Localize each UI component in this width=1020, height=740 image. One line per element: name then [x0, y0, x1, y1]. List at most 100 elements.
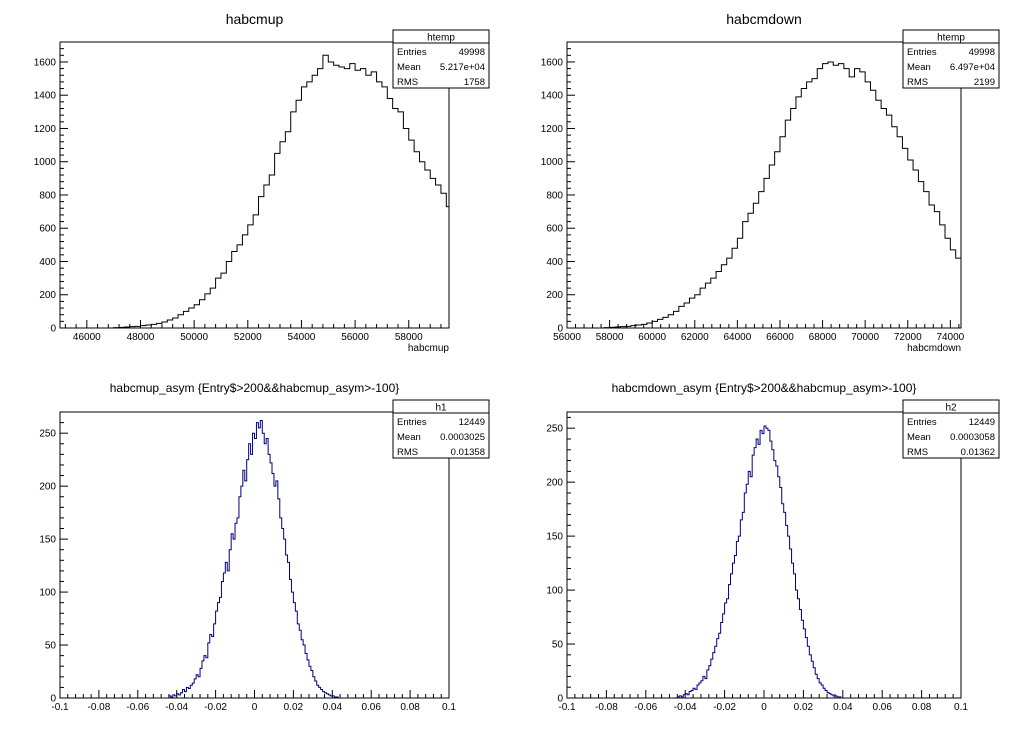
x-tick-label: 0.04	[323, 702, 343, 713]
x-tick-label: 0.02	[794, 702, 814, 713]
x-tick-label: 46000	[73, 332, 101, 343]
y-tick-label: 50	[45, 641, 57, 652]
y-tick-label: 800	[546, 190, 563, 201]
stats-label: Mean	[397, 62, 421, 73]
y-tick-label: 800	[39, 190, 56, 201]
stats-name: h1	[435, 403, 447, 414]
x-tick-label: 0.06	[872, 702, 892, 713]
x-tick-label: 56000	[341, 332, 369, 343]
y-tick-label: 1200	[34, 124, 57, 135]
x-tick-label: 58000	[395, 332, 423, 343]
plot-frame	[566, 41, 962, 329]
y-tick-label: 0	[557, 324, 563, 335]
x-tick-label: -0.08	[595, 702, 618, 713]
y-tick-label: 600	[546, 224, 563, 235]
x-tick-label: 0.08	[912, 702, 932, 713]
y-tick-label: 1200	[541, 124, 564, 135]
x-axis-label: habcmup	[408, 343, 450, 354]
stats-label: Entries	[397, 47, 427, 58]
stats-name: htemp	[937, 33, 965, 44]
stats-name: htemp	[427, 33, 455, 44]
chart-title: habcmup	[226, 11, 284, 27]
y-tick-label: 200	[39, 482, 56, 493]
x-tick-label: 58000	[596, 332, 624, 343]
stats-label: Mean	[907, 432, 931, 443]
stats-value: 1758	[464, 77, 485, 88]
stats-label: RMS	[907, 77, 928, 88]
y-tick-label: 400	[39, 257, 56, 268]
x-tick-label: 60000	[638, 332, 666, 343]
chart-title: habcmdown_asym {Entry$>200&&habcmup_asym…	[612, 381, 917, 395]
chart-title: habcmdown	[726, 11, 802, 27]
stats-value: 0.01358	[451, 447, 485, 458]
x-tick-label: 64000	[723, 332, 751, 343]
stats-value: 12449	[459, 417, 485, 428]
x-tick-label: -0.04	[165, 702, 188, 713]
y-tick-label: 1600	[541, 57, 564, 68]
x-tick-label: -0.06	[126, 702, 149, 713]
x-tick-label: -0.02	[204, 702, 227, 713]
x-axis-label: habcmdown	[907, 343, 961, 354]
y-tick-label: 400	[546, 257, 563, 268]
x-tick-label: 0	[252, 702, 258, 713]
x-tick-label: 68000	[809, 332, 837, 343]
x-tick-label: 56000	[553, 332, 581, 343]
y-tick-label: 250	[39, 429, 56, 440]
stats-label: RMS	[397, 77, 418, 88]
histogram-line	[81, 54, 449, 328]
chart-panel-1: habcmup 0 200 400 600 800 1000 1200 1400 1600 4600…	[34, 11, 490, 354]
stats-box	[392, 399, 490, 459]
stats-label: Mean	[907, 62, 931, 73]
y-tick-label: 0	[50, 324, 56, 335]
stats-label: RMS	[907, 447, 928, 458]
stats-value: 49998	[969, 47, 995, 58]
x-tick-label: 0.06	[361, 702, 381, 713]
x-tick-label: 48000	[127, 332, 155, 343]
x-tick-label: 66000	[766, 332, 794, 343]
x-tick-label: 0.1	[954, 702, 968, 713]
histogram-line	[665, 425, 855, 698]
stats-box	[392, 29, 490, 89]
stats-value: 0.0003058	[950, 432, 995, 443]
stats-value: 12449	[969, 417, 995, 428]
stats-label: Entries	[907, 47, 937, 58]
y-tick-label: 150	[546, 532, 563, 543]
y-tick-label: 150	[39, 535, 56, 546]
x-tick-label: 0.08	[400, 702, 420, 713]
y-tick-label: 100	[546, 586, 563, 597]
chart-panel-3: habcmup_asym {Entry$>200&&habcmup_asym>-…	[39, 381, 490, 713]
x-tick-label: 72000	[894, 332, 922, 343]
stats-box	[902, 399, 1000, 459]
x-tick-label: 0	[761, 702, 767, 713]
x-tick-label: -0.08	[88, 702, 111, 713]
stats-name: h2	[945, 403, 957, 414]
y-tick-label: 600	[39, 224, 56, 235]
stats-label: RMS	[397, 447, 418, 458]
y-tick-label: 1400	[34, 91, 57, 102]
y-tick-label: 1000	[34, 157, 57, 168]
x-tick-label: -0.02	[713, 702, 736, 713]
stats-label: Entries	[397, 417, 427, 428]
y-tick-label: 0	[557, 694, 563, 705]
y-tick-label: 0	[50, 694, 56, 705]
stats-value: 49998	[459, 47, 485, 58]
stats-label: Mean	[397, 432, 421, 443]
x-tick-label: -0.1	[51, 702, 69, 713]
y-tick-label: 1000	[541, 157, 564, 168]
y-tick-label: 1600	[34, 57, 57, 68]
chart-title: habcmup_asym {Entry$>200&&habcmup_asym>-…	[110, 381, 400, 395]
x-tick-label: -0.04	[674, 702, 697, 713]
y-tick-label: 1400	[541, 91, 564, 102]
y-tick-label: 100	[39, 588, 56, 599]
x-tick-label: -0.1	[558, 702, 576, 713]
x-tick-label: 0.1	[442, 702, 456, 713]
stats-value: 0.0003025	[440, 432, 485, 443]
histogram-line	[157, 419, 352, 698]
x-tick-label: 50000	[180, 332, 208, 343]
x-tick-label: 52000	[234, 332, 262, 343]
x-tick-label: 0.04	[833, 702, 853, 713]
plot-frame	[566, 411, 962, 699]
stats-value: 0.01362	[961, 447, 995, 458]
chart-panel-2: habcmdown 0 200 400 600 800 1000 1200 1400 1600 56…	[541, 11, 1000, 354]
